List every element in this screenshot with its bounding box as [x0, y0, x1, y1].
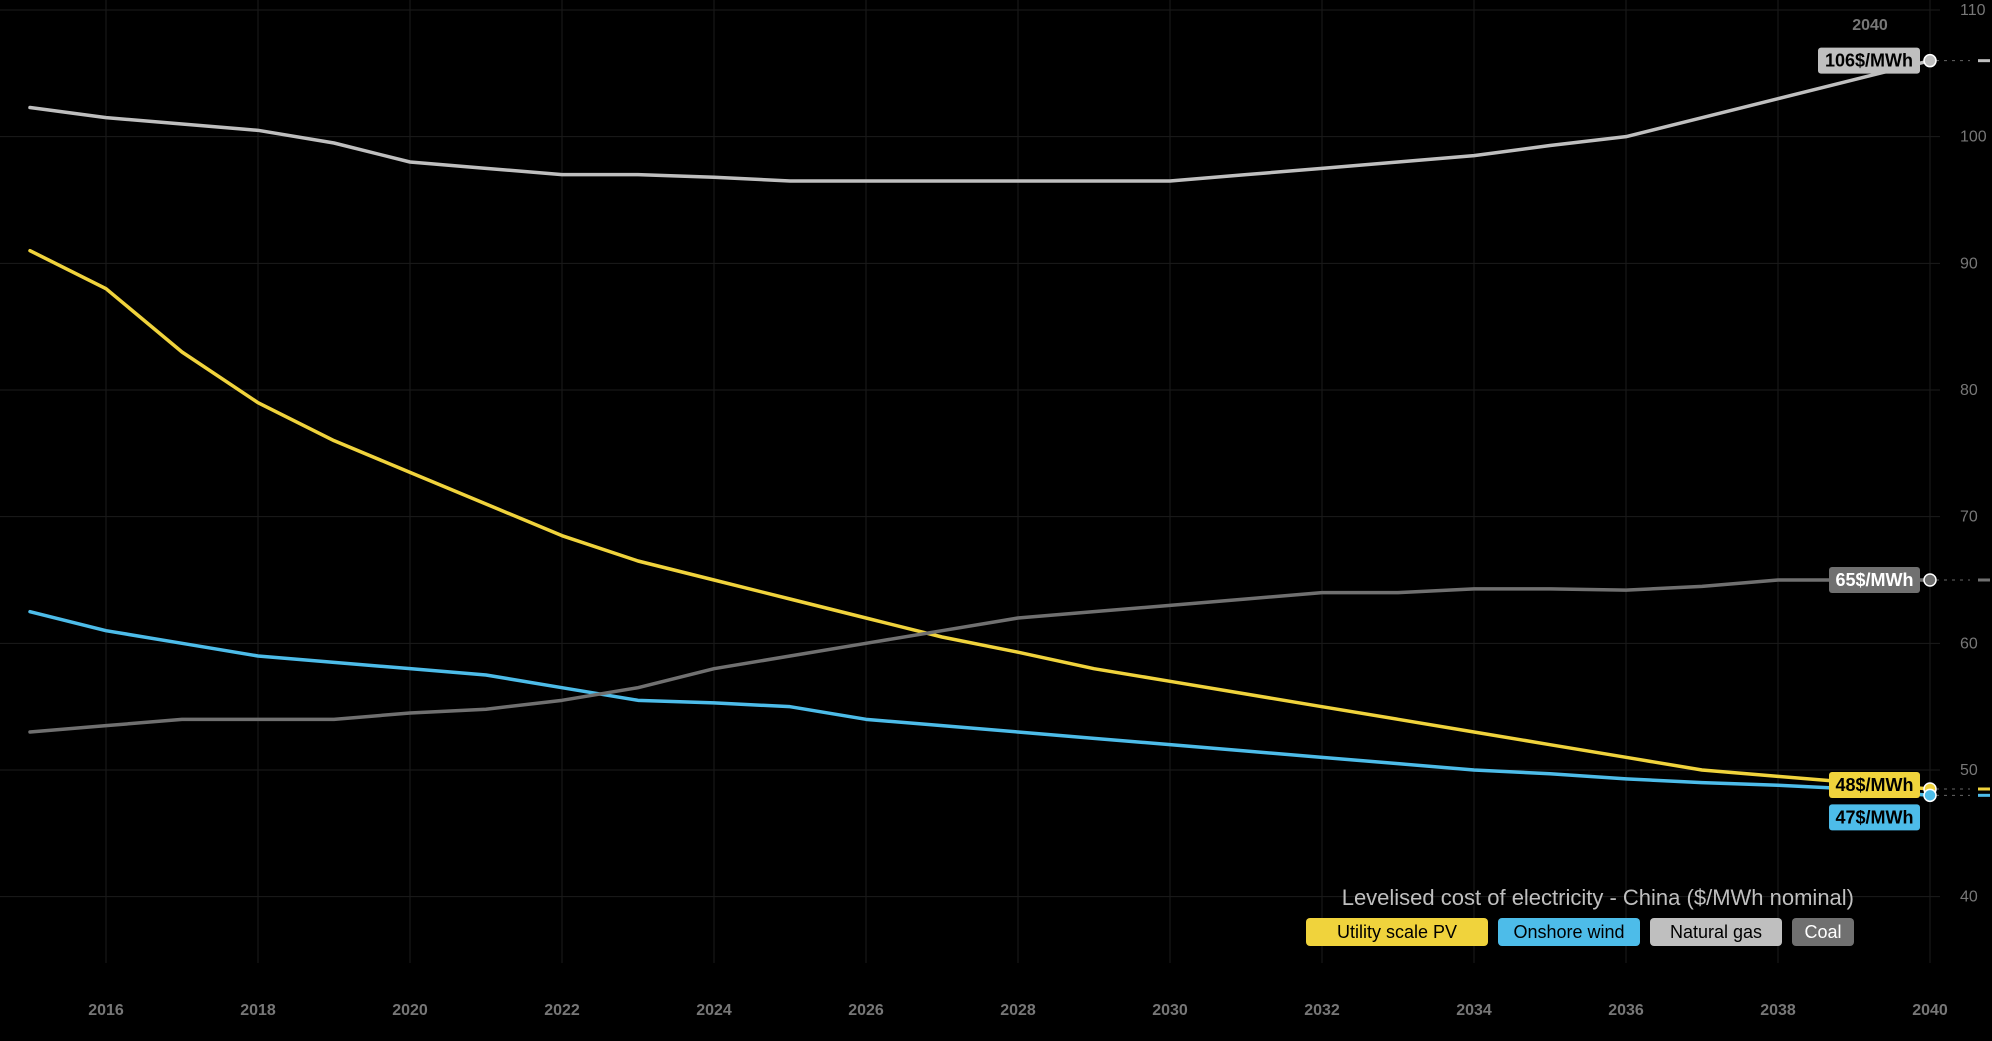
legend-label-coal[interactable]: Coal: [1804, 922, 1841, 942]
y-tick-label: 90: [1960, 255, 1978, 272]
y-tick-label: 80: [1960, 382, 1978, 399]
x-tick-label: 2022: [544, 1002, 580, 1019]
chart-svg: 40 50 60 70 80 90 100 110 2016 2018 2020 2022 2024 20…: [0, 0, 1992, 1041]
x-tick-label: 2026: [848, 1002, 884, 1019]
y-tick-label: 50: [1960, 762, 1978, 779]
x-tick-label: 2018: [240, 1002, 276, 1019]
callout-year: 2040: [1852, 17, 1888, 34]
x-tick-label: 2020: [392, 1002, 428, 1019]
end-marker-coal: [1924, 574, 1936, 586]
y-tick-label: 40: [1960, 889, 1978, 906]
x-tick-label: 2024: [696, 1002, 732, 1019]
x-tick-label: 2036: [1608, 1002, 1644, 1019]
legend-label-gas[interactable]: Natural gas: [1670, 922, 1762, 942]
y-tick-label: 100: [1960, 129, 1987, 146]
x-tick-label: 2016: [88, 1002, 124, 1019]
y-tick-label: 60: [1960, 635, 1978, 652]
y-tick-label: 70: [1960, 509, 1978, 526]
x-tick-label: 2028: [1000, 1002, 1036, 1019]
x-tick-label: 2034: [1456, 1002, 1492, 1019]
end-label-wind: 47$/MWh: [1835, 807, 1913, 827]
lcoe-chart: 40 50 60 70 80 90 100 110 2016 2018 2020 2022 2024 20…: [0, 0, 1992, 1041]
end-label-pv: 48$/MWh: [1835, 775, 1913, 795]
end-label-coal: 65$/MWh: [1835, 570, 1913, 590]
end-marker-gas: [1924, 55, 1936, 67]
legend-label-pv[interactable]: Utility scale PV: [1337, 922, 1457, 942]
x-tick-label: 2032: [1304, 1002, 1340, 1019]
end-marker-wind: [1924, 789, 1936, 801]
end-label-gas: 106$/MWh: [1825, 51, 1913, 71]
x-tick-label: 2038: [1760, 1002, 1796, 1019]
x-tick-label: 2030: [1152, 1002, 1188, 1019]
x-tick-label: 2040: [1912, 1002, 1948, 1019]
legend-label-wind[interactable]: Onshore wind: [1513, 922, 1624, 942]
y-tick-label: 110: [1960, 2, 1986, 19]
chart-title: Levelised cost of electricity - China ($…: [1342, 885, 1854, 910]
